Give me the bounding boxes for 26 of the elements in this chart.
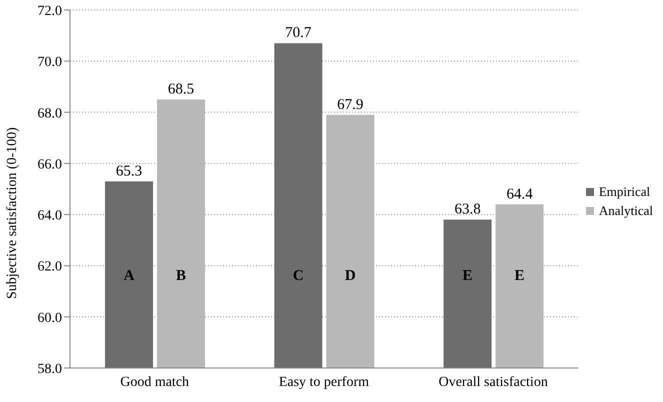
- annotation: A: [124, 268, 135, 284]
- annotation: D: [344, 268, 356, 284]
- y-tick-label: 68.0: [38, 106, 62, 122]
- data-label: 70.7: [285, 25, 312, 42]
- y-axis-title: Subjective satisfaction (0-100): [4, 126, 20, 299]
- y-tick-label: 58.0: [38, 362, 62, 377]
- data-label: 64.4: [506, 186, 534, 202]
- legend-label: Analytical: [598, 202, 653, 218]
- y-tick-label: 70.0: [38, 55, 62, 70]
- data-label: 65.3: [116, 163, 142, 180]
- legend-label: Empirical: [598, 184, 650, 200]
- x-tick-label: Good match: [120, 374, 190, 390]
- annotation: E: [462, 268, 473, 284]
- y-tick-label: 72.0: [38, 4, 62, 19]
- x-tick-label: Overall satisfaction: [438, 374, 548, 390]
- annotation: E: [514, 268, 525, 284]
- y-tick-label: 62.0: [38, 260, 62, 275]
- annotation: C: [292, 268, 304, 284]
- x-tick-label: Easy to perform: [278, 374, 370, 390]
- data-label: 68.5: [168, 82, 194, 98]
- data-label: 63.8: [454, 202, 481, 218]
- annotation: B: [176, 268, 186, 284]
- data-label: 67.9: [337, 96, 364, 113]
- y-tick-label: 60.0: [38, 310, 62, 326]
- y-tick-label: 64.0: [38, 208, 62, 224]
- y-tick-label: 66.0: [38, 157, 62, 172]
